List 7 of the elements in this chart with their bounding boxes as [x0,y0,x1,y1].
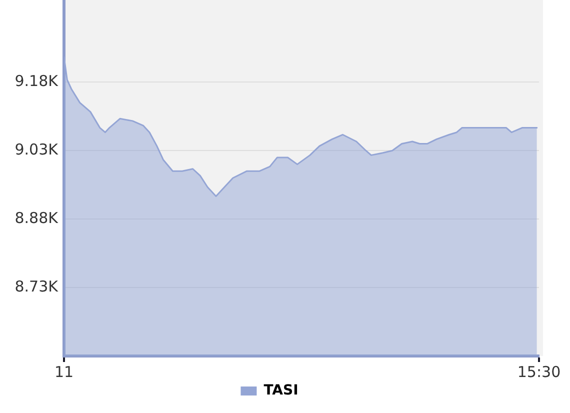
legend-label: TASI [264,382,298,399]
x-tick-label: 15:30 [517,362,561,381]
y-tick-label: 9.18K [14,72,60,90]
x-tick-label: 11 [54,362,74,381]
y-tick-label: 8.88K [14,208,60,227]
y-tick-label: 8.73K [14,277,60,296]
y-tick-label: 9.03K [14,140,60,159]
